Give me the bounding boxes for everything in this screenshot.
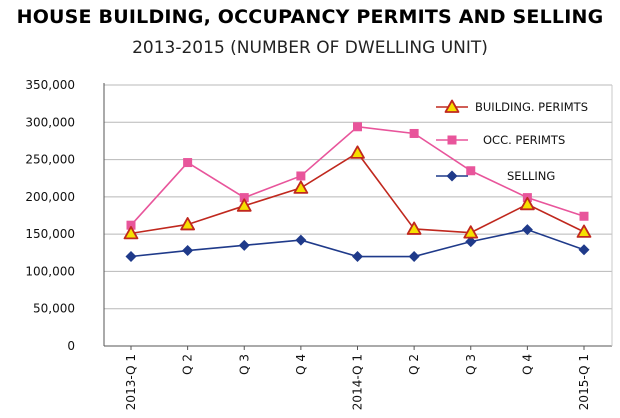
legend: BUILDING. PERIMTS OCC. PERIMTS SELLING xyxy=(436,99,588,183)
y-tick-label: 250,000 xyxy=(25,153,75,167)
data-point xyxy=(352,251,363,263)
data-point xyxy=(180,217,196,231)
x-tick-label: Q 3 xyxy=(237,354,251,375)
data-point xyxy=(183,158,193,168)
y-tick-label: 200,000 xyxy=(25,190,75,204)
y-tick-label: 300,000 xyxy=(25,115,75,129)
y-tick-label: 350,000 xyxy=(25,78,75,92)
data-point xyxy=(123,225,139,240)
data-point xyxy=(409,128,419,138)
x-tick-label: Q 2 xyxy=(407,354,421,375)
series xyxy=(123,145,592,240)
data-point xyxy=(446,170,458,182)
legend-item: SELLING xyxy=(436,169,555,183)
data-point xyxy=(236,198,252,212)
data-point xyxy=(126,220,136,230)
chart-title: HOUSE BUILDING, OCCUPANCY PERMITS AND SE… xyxy=(16,6,604,28)
series xyxy=(125,224,590,263)
y-tick-label: 0 xyxy=(67,339,75,353)
data-point xyxy=(293,180,309,194)
data-point xyxy=(238,239,250,251)
x-tick-label: Q 3 xyxy=(464,354,478,375)
legend-item: BUILDING. PERIMTS xyxy=(436,99,588,114)
data-point xyxy=(296,171,306,181)
data-point xyxy=(239,193,249,203)
data-point xyxy=(463,225,479,239)
x-tick-label: 2015-Q 1 xyxy=(577,354,591,410)
data-point xyxy=(519,196,535,211)
tick-labels: 0 50,000 100,000 150,000 200,000 250,000 300,0… xyxy=(25,78,591,410)
grid-lines xyxy=(104,84,612,310)
y-tick-label: 50,000 xyxy=(33,302,75,316)
legend-label: SELLING xyxy=(507,169,555,183)
x-tick-label: Q 4 xyxy=(520,354,534,375)
data-point xyxy=(353,122,362,132)
legend-label: BUILDING. PERIMTS xyxy=(475,100,588,114)
legend-label: OCC. PERIMTS xyxy=(483,133,565,147)
series xyxy=(126,122,589,230)
x-tick-label: Q 4 xyxy=(294,354,308,375)
data-point xyxy=(350,145,365,159)
y-tick-label: 100,000 xyxy=(25,264,75,278)
x-tick-label: 2013-Q 1 xyxy=(124,354,138,410)
data-point xyxy=(295,234,307,246)
data-point xyxy=(466,166,476,176)
data-point xyxy=(465,236,477,248)
data-point xyxy=(125,251,137,263)
y-tick-label: 150,000 xyxy=(25,227,75,241)
data-point xyxy=(406,221,422,235)
legend-item: OCC. PERIMTS xyxy=(436,133,565,147)
data-point xyxy=(521,224,533,236)
x-tick-label: 2014-Q 1 xyxy=(351,354,365,410)
data-point xyxy=(578,244,590,256)
data-point xyxy=(576,224,592,238)
series-lines xyxy=(123,122,592,263)
chart-subtitle: 2013-2015 (NUMBER OF DWELLING UNIT) xyxy=(132,38,488,58)
data-point xyxy=(444,99,460,113)
data-point xyxy=(182,245,194,257)
x-tick-label: Q 2 xyxy=(181,354,195,375)
data-point xyxy=(447,135,457,145)
data-point xyxy=(579,211,589,221)
axes xyxy=(103,83,613,350)
series-line xyxy=(130,151,585,235)
data-point xyxy=(408,251,420,263)
